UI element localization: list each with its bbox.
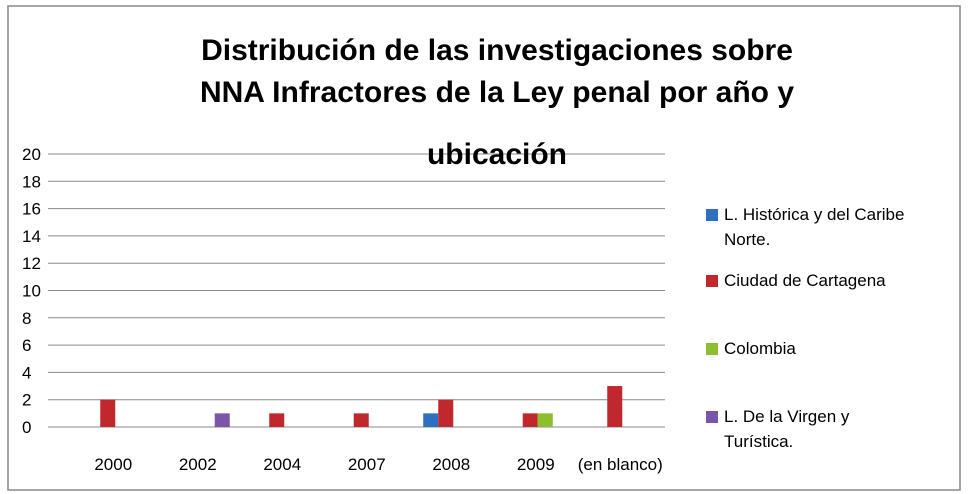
bar (353, 413, 369, 427)
y-tick-label: 2 (22, 391, 31, 410)
legend-swatch (706, 209, 718, 221)
x-tick-label: 2000 (94, 455, 132, 474)
y-tick-label: 8 (22, 309, 31, 328)
bar (214, 413, 230, 427)
y-tick-label: 12 (22, 254, 41, 273)
y-tick-label: 6 (22, 336, 31, 355)
x-tick-label: 2002 (179, 455, 217, 474)
bar (537, 413, 553, 427)
x-tick-label: 2008 (432, 455, 470, 474)
bar (100, 399, 116, 427)
x-tick-label: 2004 (263, 455, 301, 474)
legend-label: L. De la Virgen y Turística. (724, 407, 850, 451)
x-tick-label: 2009 (517, 455, 555, 474)
legend-item: Colombia (706, 336, 911, 361)
legend-swatch (706, 411, 718, 423)
legend-swatch (706, 343, 718, 355)
legend-swatch (706, 275, 718, 287)
title-line: NNA Infractores de la Ley penal por año … (200, 76, 794, 109)
bar (607, 386, 623, 427)
bar (522, 413, 538, 427)
y-tick-label: 10 (22, 282, 41, 301)
y-tick-label: 20 (22, 145, 41, 164)
y-tick-label: 0 (22, 418, 31, 437)
bar (438, 399, 454, 427)
y-tick-label: 18 (22, 172, 41, 191)
legend-label: Colombia (724, 339, 796, 358)
bar (423, 413, 439, 427)
y-tick-label: 14 (22, 227, 41, 246)
x-tick-label: (en blanco) (578, 455, 663, 474)
x-tick-label: 2007 (348, 455, 386, 474)
y-tick-label: 4 (22, 363, 31, 382)
y-tick-label: 16 (22, 200, 41, 219)
legend-label: L. Histórica y del Caribe Norte. (724, 205, 905, 249)
chart-title: Distribución de las investigaciones sobr… (200, 34, 794, 171)
legend-label: Ciudad de Cartagena (724, 271, 886, 290)
legend-item: Ciudad de Cartagena (706, 268, 966, 293)
legend-item: L. De la Virgen y Turística. (706, 404, 911, 454)
title-line: ubicación (427, 138, 567, 171)
chart-border (7, 5, 961, 491)
bar-layer (100, 386, 623, 427)
bar (269, 413, 285, 427)
title-line: Distribución de las investigaciones sobr… (201, 34, 793, 67)
legend-item: L. Histórica y del Caribe Norte. (706, 202, 911, 252)
